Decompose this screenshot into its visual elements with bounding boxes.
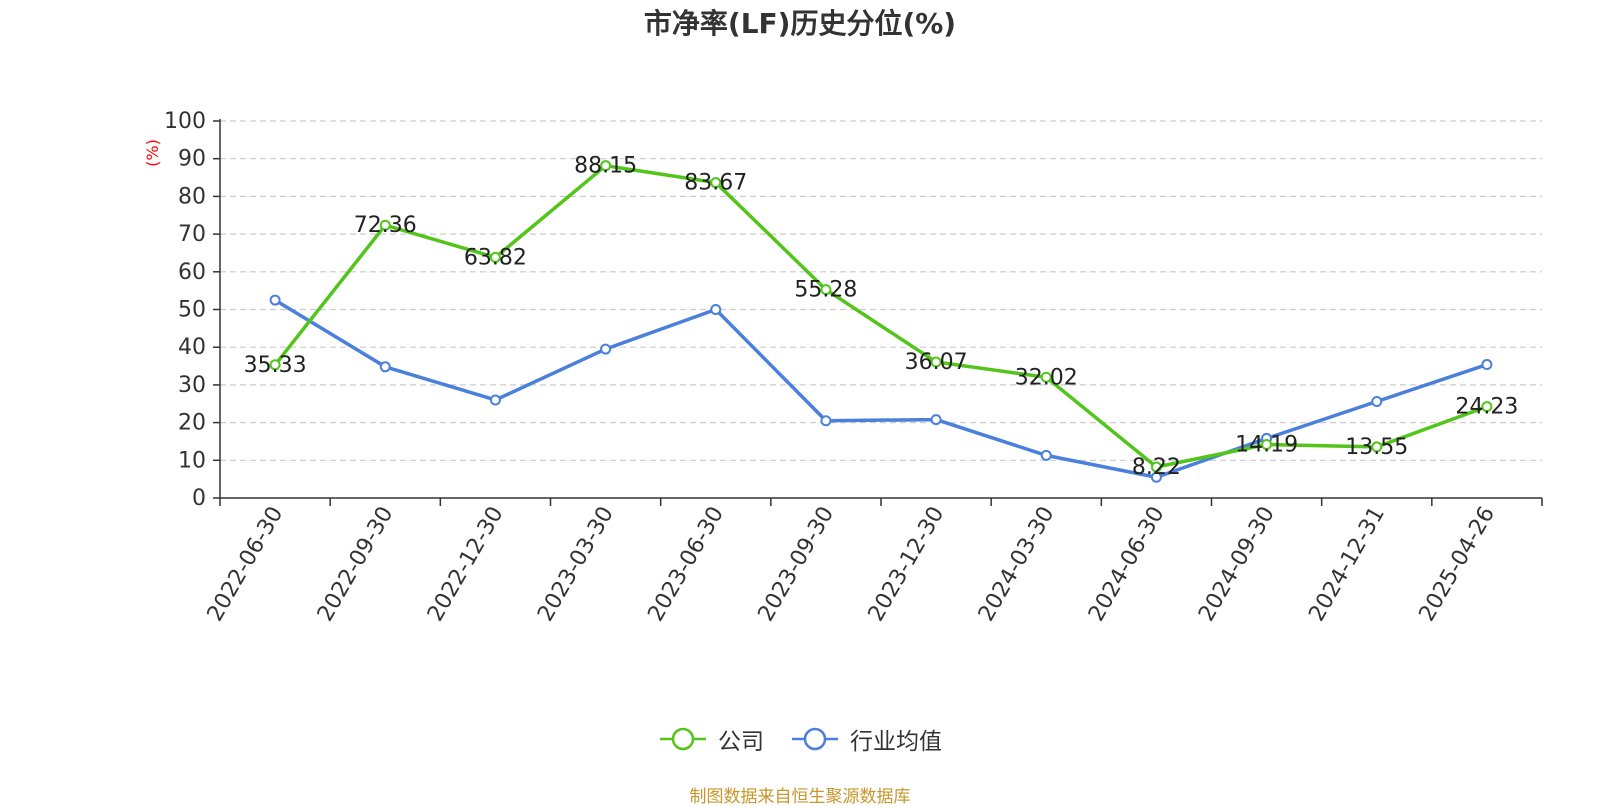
x-tick-label: 2023-06-30 (643, 503, 729, 626)
data-point[interactable] (600, 343, 612, 355)
x-tick-label: 2022-12-30 (423, 503, 509, 626)
data-label: 35.33 (244, 353, 307, 378)
data-label: 63.82 (464, 245, 527, 270)
data-label: 24.23 (1455, 395, 1518, 420)
x-tick-label: 2024-12-31 (1304, 503, 1390, 626)
data-point[interactable] (1371, 395, 1383, 407)
data-point[interactable] (269, 359, 281, 371)
legend-industry-icon (792, 727, 838, 751)
legend-item-company[interactable]: 公司 (658, 722, 764, 756)
data-point[interactable] (269, 294, 281, 306)
x-tick-label: 2023-03-30 (533, 503, 619, 626)
x-tick-label: 2023-12-30 (864, 503, 950, 626)
data-point[interactable] (379, 219, 391, 231)
data-label: 14.19 (1235, 433, 1298, 458)
legend: 公司 行业均值 (0, 722, 1600, 756)
data-point[interactable] (489, 251, 501, 263)
grid-lines (220, 120, 1542, 461)
data-point[interactable] (1481, 359, 1493, 371)
y-tick-label: 50 (178, 298, 206, 323)
data-label: 32.02 (1015, 365, 1078, 390)
x-tick-label: 2024-06-30 (1084, 503, 1170, 626)
chart-title: 市净率(LF)历史分位(%) (643, 7, 957, 40)
y-tick-label: 0 (192, 486, 206, 511)
y-tick-label: 80 (178, 184, 206, 209)
x-tick-label: 2022-06-30 (203, 503, 289, 626)
data-point[interactable] (1261, 439, 1273, 451)
y-tick-label: 90 (178, 147, 206, 172)
series (269, 160, 1493, 483)
legend-item-industry-average[interactable]: 行业均值 (790, 722, 942, 756)
y-tick-label: 10 (178, 448, 206, 473)
data-point[interactable] (1150, 461, 1162, 473)
data-label: 36.07 (905, 350, 968, 375)
y-tick-label: 100 (164, 109, 206, 134)
y-axis-label: (%) (143, 139, 162, 167)
data-point[interactable] (1040, 371, 1052, 383)
data-point[interactable] (820, 415, 832, 427)
y-tick-label: 40 (178, 335, 206, 360)
data-label: 72.36 (354, 213, 417, 238)
data-point[interactable] (1371, 441, 1383, 453)
data-point[interactable] (379, 361, 391, 373)
legend-company-icon (660, 727, 706, 751)
data-label: 55.28 (794, 278, 857, 303)
x-tick-label: 2023-09-30 (754, 503, 840, 626)
x-tick-label: 2025-04-26 (1415, 503, 1501, 626)
x-tick-label: 2022-09-30 (313, 503, 399, 626)
data-label: 83.67 (684, 171, 747, 196)
legend-label-industry-average: 行业均值 (850, 729, 942, 755)
data-point[interactable] (489, 394, 501, 406)
x-tick-label: 2024-09-30 (1194, 503, 1280, 626)
data-point[interactable] (930, 356, 942, 368)
data-point[interactable] (930, 414, 942, 426)
x-tick-label: 2024-03-30 (974, 503, 1060, 626)
series-line-0 (273, 163, 1488, 469)
data-point[interactable] (710, 177, 722, 189)
data-label: 8.22 (1132, 455, 1181, 480)
source-note: 制图数据来自恒生聚源数据库 (689, 787, 911, 807)
data-label: 13.55 (1345, 435, 1408, 460)
y-tick-label: 70 (178, 222, 206, 247)
legend-label-company: 公司 (718, 729, 764, 755)
data-labels: 35.33 72.36 63.82 88.15 83.67 55.28 36.07 32.02… (244, 154, 1519, 480)
y-tick-label: 20 (178, 411, 206, 436)
series-line-1 (274, 298, 1488, 480)
axes: 0 10 20 30 40 50 60 70 80 90 100 2022-06-30 2022-09-… (164, 109, 1543, 626)
data-label: 88.15 (574, 154, 637, 179)
data-point[interactable] (820, 284, 832, 296)
data-point[interactable] (1040, 449, 1052, 461)
data-point[interactable] (600, 160, 612, 172)
y-tick-label: 30 (178, 373, 206, 398)
y-tick-label: 60 (178, 260, 206, 285)
data-point[interactable] (1150, 471, 1162, 483)
data-point[interactable] (1481, 401, 1493, 413)
data-point[interactable] (710, 304, 722, 315)
